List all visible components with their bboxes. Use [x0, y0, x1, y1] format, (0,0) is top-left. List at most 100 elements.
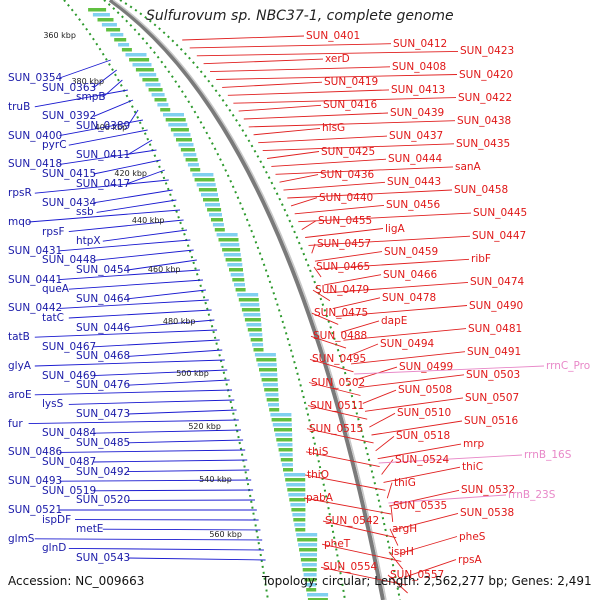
gene-label-left[interactable]: glyA: [8, 360, 31, 372]
gene-label-right[interactable]: SUN_0554: [323, 561, 378, 574]
gene-label-right[interactable]: pabA: [306, 492, 333, 504]
gene-label-right[interactable]: rpsA: [458, 553, 482, 566]
gene-label-right[interactable]: hisG: [322, 122, 346, 135]
gene-label-right[interactable]: SUN_0507: [465, 391, 520, 404]
gene-label-right[interactable]: SUN_0457: [317, 237, 372, 250]
gene-label-right[interactable]: SUN_0413: [391, 83, 446, 96]
gene-label-right[interactable]: SUN_0511: [310, 399, 365, 412]
gene-label-right[interactable]: SUN_0459: [384, 245, 439, 258]
gene-label-left[interactable]: SUN_0469: [42, 369, 97, 382]
gene-label-right[interactable]: thiG: [394, 476, 416, 489]
gene-label-left[interactable]: SUN_0476: [76, 379, 131, 392]
gene-label-right[interactable]: SUN_0502: [311, 376, 366, 389]
gene-label-right[interactable]: pheS: [459, 530, 486, 543]
gene-label-left[interactable]: mqo: [8, 216, 32, 228]
gene-label-left[interactable]: SUN_0485: [76, 436, 131, 449]
gene-label-right[interactable]: SUN_0408: [392, 60, 447, 73]
gene-label-left[interactable]: SUN_0411: [76, 148, 131, 161]
gene-label-right[interactable]: SUN_0557: [390, 569, 445, 581]
gene-label-left[interactable]: pyrC: [42, 139, 67, 152]
gene-label-left[interactable]: SUN_0442: [8, 302, 63, 315]
gene-label-right[interactable]: dapE: [381, 314, 408, 327]
gene-label-left[interactable]: glmS: [8, 532, 35, 545]
gene-label-left[interactable]: SUN_0521: [8, 504, 63, 516]
gene-label-right[interactable]: SUN_0518: [396, 430, 451, 443]
gene-label-right[interactable]: pheT: [324, 538, 351, 551]
gene-label-left[interactable]: glnD: [42, 542, 67, 555]
gene-label-left[interactable]: rpsR: [8, 187, 32, 200]
gene-label-right[interactable]: SUN_0475: [314, 307, 369, 320]
gene-label-left[interactable]: SUN_0492: [76, 465, 131, 478]
gene-label-right[interactable]: SUN_0532: [461, 484, 516, 497]
gene-label-right[interactable]: SUN_0490: [469, 299, 524, 312]
gene-label-left[interactable]: SUN_0467: [42, 340, 97, 353]
gene-label-right[interactable]: thiS: [308, 445, 329, 458]
gene-label-right[interactable]: SUN_0535: [393, 499, 448, 512]
gene-label-left[interactable]: SUN_0392: [42, 110, 97, 123]
gene-label-left[interactable]: SUN_0493: [8, 475, 63, 488]
gene-label-right[interactable]: ispH: [391, 545, 414, 558]
gene-label-right[interactable]: thiO: [307, 468, 329, 481]
gene-label-left[interactable]: SUN_0389: [76, 120, 131, 132]
gene-label-left[interactable]: SUN_0400: [8, 129, 63, 142]
gene-label-left[interactable]: metE: [76, 523, 104, 536]
gene-label-left[interactable]: queA: [42, 283, 69, 296]
gene-label-left[interactable]: SUN_0415: [42, 168, 97, 180]
gene-label-right[interactable]: SUN_0423: [460, 45, 515, 58]
gene-label-right[interactable]: SUN_0481: [468, 322, 523, 335]
gene-label-right[interactable]: ribF: [471, 253, 491, 266]
gene-label-left[interactable]: lysS: [42, 398, 64, 411]
gene-label-right[interactable]: SUN_0440: [319, 191, 374, 204]
gene-label-left[interactable]: SUN_0448: [42, 254, 97, 267]
gene-label-left[interactable]: SUN_0446: [76, 321, 131, 334]
gene-label-left[interactable]: truB: [8, 100, 31, 113]
gene-label-left[interactable]: SUN_0431: [8, 244, 63, 257]
gene-label-right[interactable]: SUN_0425: [321, 145, 376, 158]
gene-label-right[interactable]: SUN_0444: [388, 153, 443, 166]
gene-label-left[interactable]: SUN_0519: [42, 484, 97, 497]
gene-label-right[interactable]: SUN_0465: [316, 261, 371, 273]
gene-label-right[interactable]: SUN_0499: [399, 361, 454, 374]
gene-label-right[interactable]: SUN_0478: [382, 291, 437, 304]
gene-label-right[interactable]: SUN_0466: [383, 268, 438, 281]
gene-label-left[interactable]: SUN_0520: [76, 494, 131, 507]
gene-label-right[interactable]: sanA: [455, 160, 481, 173]
rna-gene-label[interactable]: rrnB_16S: [524, 449, 572, 461]
gene-label-right[interactable]: thiC: [462, 461, 484, 474]
gene-label-left[interactable]: smpB: [76, 91, 106, 104]
gene-label-right[interactable]: SUN_0422: [458, 91, 513, 104]
gene-label-left[interactable]: tatB: [8, 331, 30, 344]
gene-label-right[interactable]: SUN_0437: [389, 130, 444, 143]
gene-label-right[interactable]: SUN_0458: [454, 184, 509, 196]
gene-label-left[interactable]: SUN_0484: [42, 427, 97, 440]
gene-label-right[interactable]: SUN_0508: [398, 384, 453, 397]
gene-label-right[interactable]: SUN_0443: [387, 176, 442, 189]
gene-label-right[interactable]: SUN_0494: [380, 338, 435, 350]
gene-label-right[interactable]: SUN_0456: [386, 199, 441, 212]
gene-label-left[interactable]: SUN_0487: [42, 456, 97, 468]
gene-label-right[interactable]: SUN_0436: [320, 168, 375, 181]
gene-label-right[interactable]: SUN_0412: [393, 37, 448, 50]
gene-label-right[interactable]: SUN_0510: [397, 407, 452, 420]
gene-label-right[interactable]: SUN_0538: [460, 507, 515, 520]
gene-label-right[interactable]: SUN_0491: [467, 345, 522, 358]
gene-label-right[interactable]: SUN_0474: [470, 276, 525, 289]
gene-label-left[interactable]: aroE: [8, 388, 32, 401]
gene-label-left[interactable]: SUN_0486: [8, 446, 63, 459]
gene-label-right[interactable]: xerD: [325, 53, 350, 66]
gene-label-left[interactable]: SUN_0418: [8, 158, 63, 171]
gene-label-right[interactable]: SUN_0495: [312, 353, 367, 366]
gene-label-right[interactable]: SUN_0439: [390, 107, 445, 119]
gene-label-left[interactable]: htpX: [76, 235, 101, 248]
gene-label-right[interactable]: SUN_0447: [472, 230, 527, 243]
gene-label-right[interactable]: SUN_0455: [318, 214, 373, 227]
gene-label-left[interactable]: SUN_0434: [42, 196, 97, 209]
gene-label-left[interactable]: fur: [8, 417, 23, 430]
gene-label-left[interactable]: SUN_0363: [42, 81, 97, 94]
gene-label-right[interactable]: argH: [392, 522, 418, 535]
gene-label-right[interactable]: SUN_0524: [395, 453, 450, 466]
gene-label-right[interactable]: ligA: [385, 222, 405, 235]
gene-label-right[interactable]: SUN_0438: [457, 114, 512, 127]
gene-label-left[interactable]: tatC: [42, 312, 64, 324]
rna-gene-label[interactable]: rrnB_23S: [508, 489, 556, 501]
